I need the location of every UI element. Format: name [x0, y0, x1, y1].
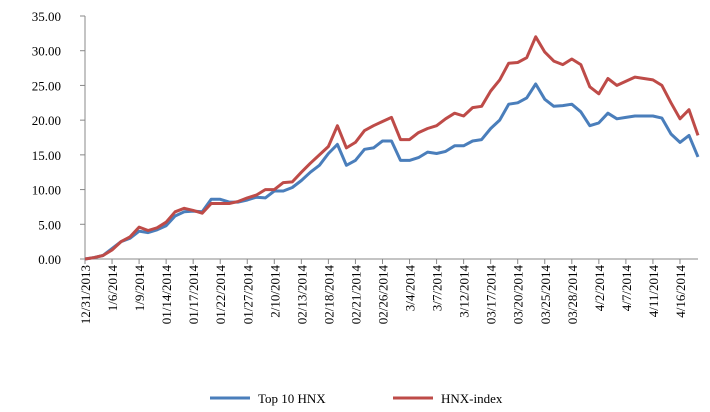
- x-tick-label: 2/10/2014: [267, 265, 282, 318]
- x-tick-label: 01/22/2014: [213, 265, 228, 325]
- y-tick-label: 5.00: [38, 217, 61, 232]
- x-tick-label: 1/9/2014: [132, 265, 147, 312]
- x-tick-label: 3/7/2014: [430, 265, 445, 312]
- y-tick-label: 30.00: [32, 44, 61, 59]
- x-tick-label: 4/11/2014: [646, 265, 661, 318]
- series-line: [84, 35, 700, 261]
- x-tick-label: 02/18/2014: [321, 265, 336, 325]
- y-tick-label: 15.00: [32, 148, 61, 163]
- x-tick-label: 1/6/2014: [105, 265, 120, 312]
- y-tick-label: 0.00: [38, 252, 61, 267]
- x-tick-label: 12/31/2013: [78, 265, 93, 324]
- x-tick-label: 03/28/2014: [565, 265, 580, 325]
- y-tick-label: 20.00: [32, 113, 61, 128]
- x-tick-label: 02/21/2014: [348, 265, 363, 325]
- y-tick-label: 10.00: [32, 183, 61, 198]
- x-tick-label: 01/17/2014: [186, 265, 201, 325]
- y-tick-label: 25.00: [32, 78, 61, 93]
- x-tick-label: 4/16/2014: [673, 265, 688, 318]
- x-tick-label: 03/20/2014: [511, 265, 526, 325]
- x-tick-label: 3/4/2014: [403, 265, 418, 312]
- x-tick-label: 4/2/2014: [592, 265, 607, 312]
- x-tick-label: 02/13/2014: [294, 265, 309, 325]
- x-tick-label: 03/25/2014: [538, 265, 553, 325]
- legend-label: Top 10 HNX: [258, 391, 326, 406]
- x-tick-label: 4/7/2014: [619, 265, 634, 312]
- x-tick-label: 3/12/2014: [457, 265, 472, 318]
- x-tick-label: 01/27/2014: [240, 265, 255, 325]
- y-tick-label: 35.00: [32, 9, 61, 24]
- legend-label: HNX-index: [441, 391, 503, 406]
- x-tick-label: 01/14/2014: [159, 265, 174, 325]
- x-tick-label: 03/17/2014: [484, 265, 499, 325]
- series-line: [84, 82, 700, 261]
- x-tick-label: 02/26/2014: [375, 265, 390, 325]
